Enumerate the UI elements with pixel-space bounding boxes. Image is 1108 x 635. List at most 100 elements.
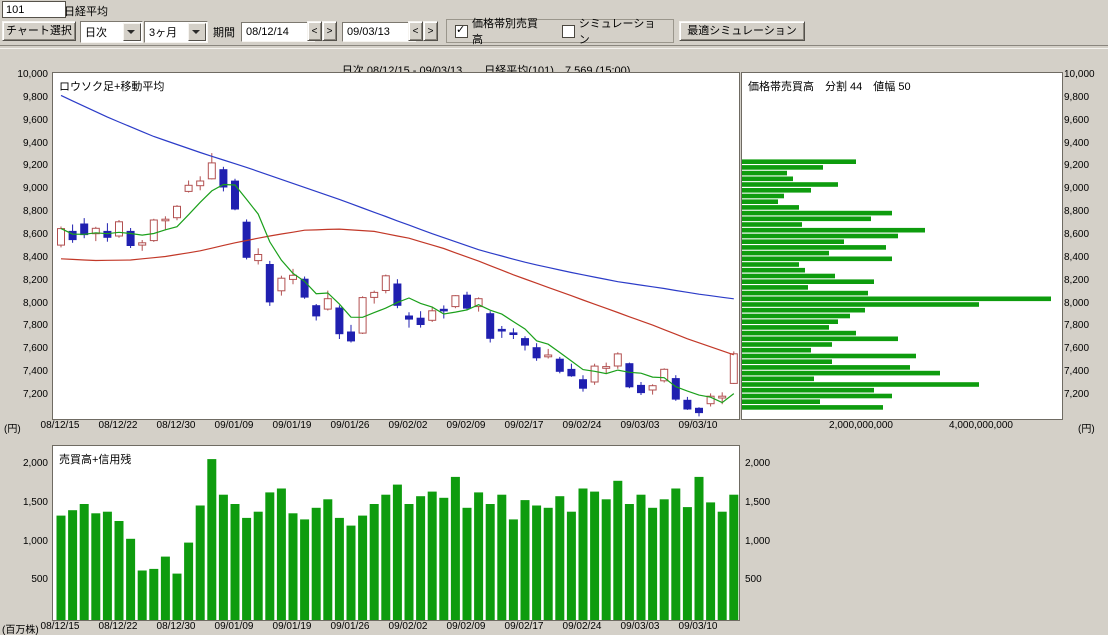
volume-bar (392, 484, 402, 620)
candle-body (381, 275, 390, 292)
stock-code-input[interactable] (2, 1, 66, 18)
candle-body (405, 315, 413, 320)
price-volume-bar (742, 222, 802, 227)
volume-bar (68, 510, 78, 620)
candle-body (439, 308, 448, 312)
volume-bar (311, 507, 321, 620)
y-axis-label: 9,800 (22, 91, 48, 103)
volume-bar (102, 511, 112, 620)
volume-bar (416, 496, 426, 620)
volume-bar (427, 491, 437, 620)
price-volume-bar (742, 193, 784, 199)
candle-body (126, 230, 135, 246)
y-axis-label: 8,000 (22, 297, 48, 309)
price-volume-bar (742, 399, 820, 404)
date-to-prev-button[interactable]: < (408, 21, 423, 41)
volume-bar (265, 492, 275, 620)
x-axis-label: 09/03/10 (678, 420, 718, 431)
volume-bar (555, 496, 565, 620)
price-volume-bar (742, 405, 883, 410)
date-from-next-button[interactable]: > (322, 21, 337, 41)
ma-short-line (60, 183, 735, 404)
chevron-down-icon[interactable] (188, 23, 206, 41)
date-from-prev-button[interactable]: < (307, 21, 322, 41)
price-volume-bar (742, 182, 838, 187)
chart-select-button[interactable]: チャート選択 (2, 21, 76, 41)
y-axis-label: 7,800 (1064, 320, 1090, 332)
checkbox-group: 価格帯別売買高 シミュレーション (446, 18, 674, 46)
volume-bar (648, 507, 658, 620)
y-axis-label: 10,000 (1064, 68, 1095, 80)
x-axis-label: 09/02/17 (504, 420, 544, 431)
volume-bar (334, 517, 344, 620)
volume-bar (160, 556, 170, 620)
candle-body (509, 332, 518, 335)
candle-body (695, 407, 703, 414)
simulation-checkbox[interactable]: シミュレーション (561, 15, 665, 47)
price-volume-bar (742, 382, 979, 387)
checkbox-icon (455, 23, 468, 38)
x-axis-label: 09/02/02 (388, 420, 428, 431)
y-axis-label: 500 (31, 574, 48, 586)
y-axis-label: 9,200 (22, 160, 48, 172)
candle-body (196, 180, 205, 187)
volume-bar (439, 497, 449, 620)
price-volume-bar (742, 245, 886, 250)
stock-name-label: 日経平均 (64, 6, 108, 18)
x-axis-label: 08/12/30 (156, 420, 196, 431)
optimal-simulation-button[interactable]: 最適シミュレーション (679, 21, 805, 41)
toolbar-divider (0, 45, 1108, 49)
candle-body (161, 218, 170, 222)
price-volume-bar (742, 250, 829, 256)
price-volume-bar (742, 347, 811, 353)
candle-body (80, 223, 89, 236)
price-volume-bar (742, 239, 844, 244)
chevron-down-icon[interactable] (123, 23, 141, 41)
price-volume-bar (742, 273, 835, 279)
volume-bar (369, 504, 379, 620)
candle-body (219, 169, 228, 188)
price-volume-bar (742, 330, 856, 336)
frequency-value: 日次 (85, 27, 107, 39)
price-volume-bar (742, 365, 910, 370)
y-axis-label: 8,600 (22, 228, 48, 240)
y-axis-label: 8,200 (22, 274, 48, 286)
y-axis-label: 1,000 (22, 535, 48, 547)
x-axis-label: 09/02/17 (504, 621, 544, 632)
volume-bar (624, 504, 634, 620)
volume-bar (79, 504, 89, 620)
x-axis-label: 09/01/09 (214, 420, 254, 431)
price-volume-checkbox[interactable]: 価格帯別売買高 (455, 15, 548, 47)
volume-bar (682, 507, 692, 620)
candle-body (358, 297, 367, 334)
x-axis-label: 09/02/24 (562, 621, 602, 632)
price-volume-bar (742, 307, 865, 313)
date-to-input[interactable] (342, 22, 416, 42)
y-axis-label: 8,400 (1064, 251, 1090, 263)
x-axis-label: 09/01/19 (272, 621, 312, 632)
price-volume-bar (742, 227, 925, 233)
candle-body (57, 228, 65, 246)
y-axis-label: 9,800 (1064, 91, 1090, 103)
volume-chart-canvas (56, 459, 739, 620)
volume-bar (729, 494, 739, 620)
price-volume-title: 価格帯売買高 分割 44 値幅 50 (748, 81, 911, 93)
price-volume-bar (742, 159, 856, 164)
date-from-input[interactable] (241, 22, 315, 42)
price-volume-bar (742, 216, 871, 222)
price-volume-bar (742, 302, 979, 307)
volume-bar (207, 459, 217, 620)
y-axis-label: 2,000 (22, 458, 48, 470)
candle-body (497, 328, 506, 332)
volume-bar (358, 515, 368, 620)
price-volume-bar (742, 325, 829, 330)
volume-bar (149, 568, 159, 620)
range-dropdown[interactable]: 3ヶ月 (144, 21, 208, 43)
candle-body (532, 347, 541, 359)
volume-bar (694, 476, 704, 620)
frequency-dropdown[interactable]: 日次 (80, 21, 143, 43)
date-to-next-button[interactable]: > (423, 21, 438, 41)
price-volume-bar (742, 319, 838, 324)
x-axis-label: 09/03/03 (620, 621, 660, 632)
volume-bar (671, 488, 681, 620)
